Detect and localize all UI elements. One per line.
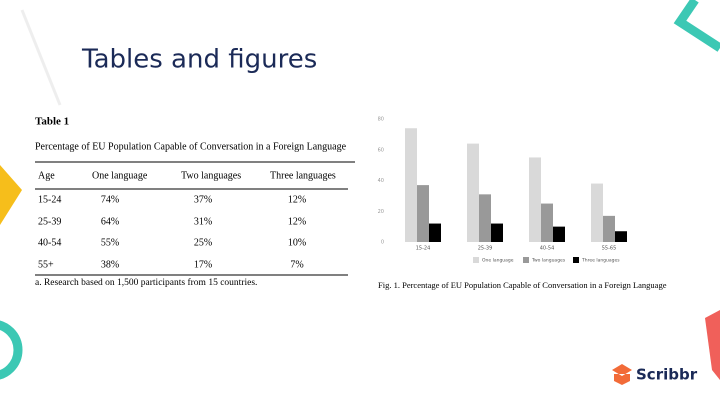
decor-triangle <box>0 165 22 225</box>
table-cell: 74% <box>101 194 119 205</box>
bar <box>603 215 615 242</box>
legend-label: One language <box>482 258 514 264</box>
bar <box>529 157 541 242</box>
table-cell: 12% <box>288 194 306 205</box>
table-cell: 64% <box>101 216 119 227</box>
x-tick-label: 15-24 <box>416 246 431 252</box>
x-tick-label: 55-65 <box>602 246 617 252</box>
table-header: Age <box>38 170 55 181</box>
x-tick-label: 40-54 <box>540 246 555 252</box>
table-cell: 25% <box>194 237 212 248</box>
y-tick-label: 80 <box>378 117 384 123</box>
table-label: Table 1 <box>35 116 69 128</box>
bar <box>591 183 603 242</box>
bar <box>491 223 503 242</box>
table-cell: 25-39 <box>38 216 61 227</box>
table-header: Three languages <box>270 170 336 181</box>
table-cell: 55+ <box>38 259 54 270</box>
logo-text: Scribbr <box>636 366 698 384</box>
bar <box>417 185 429 242</box>
legend-swatch <box>523 257 529 263</box>
bar <box>615 231 627 242</box>
y-tick-label: 40 <box>378 178 384 184</box>
legend-label: Two languages <box>531 258 566 264</box>
table-cell: 17% <box>194 259 212 270</box>
legend-label: Three languages <box>581 258 620 264</box>
table-cell: 55% <box>101 237 119 248</box>
table-cell: 10% <box>288 237 306 248</box>
table-cell: 37% <box>194 194 212 205</box>
y-tick-label: 60 <box>378 147 384 153</box>
bar <box>541 203 553 242</box>
table-cell: 15-24 <box>38 194 61 205</box>
x-tick-label: 25-39 <box>478 246 493 252</box>
table-caption: Percentage of EU Population Capable of C… <box>35 141 347 152</box>
bar <box>467 143 479 242</box>
decor-red <box>705 310 720 380</box>
slide-title: Tables and figures <box>81 45 317 75</box>
table-header: Two languages <box>181 170 241 181</box>
legend-swatch <box>473 257 479 263</box>
bar <box>429 223 441 242</box>
decor-circle <box>0 320 23 380</box>
bar <box>405 128 417 242</box>
table-header: One language <box>92 170 148 181</box>
table-cell: 40-54 <box>38 237 61 248</box>
table-cell: 7% <box>290 259 303 270</box>
logo-icon <box>612 364 632 385</box>
y-tick-label: 0 <box>381 240 384 246</box>
bar <box>479 194 491 242</box>
legend-swatch <box>573 257 579 263</box>
bar <box>553 226 565 242</box>
table-cell: 12% <box>288 216 306 227</box>
logo: Scribbr <box>612 364 698 385</box>
y-tick-label: 20 <box>378 209 384 215</box>
table-cell: 31% <box>194 216 212 227</box>
chart-caption: Fig. 1. Percentage of EU Population Capa… <box>378 280 667 290</box>
decor-corner <box>673 0 720 52</box>
table-note: a. Research based on 1,500 participants … <box>35 277 257 288</box>
decor-line <box>20 9 62 106</box>
table-cell: 38% <box>101 259 119 270</box>
